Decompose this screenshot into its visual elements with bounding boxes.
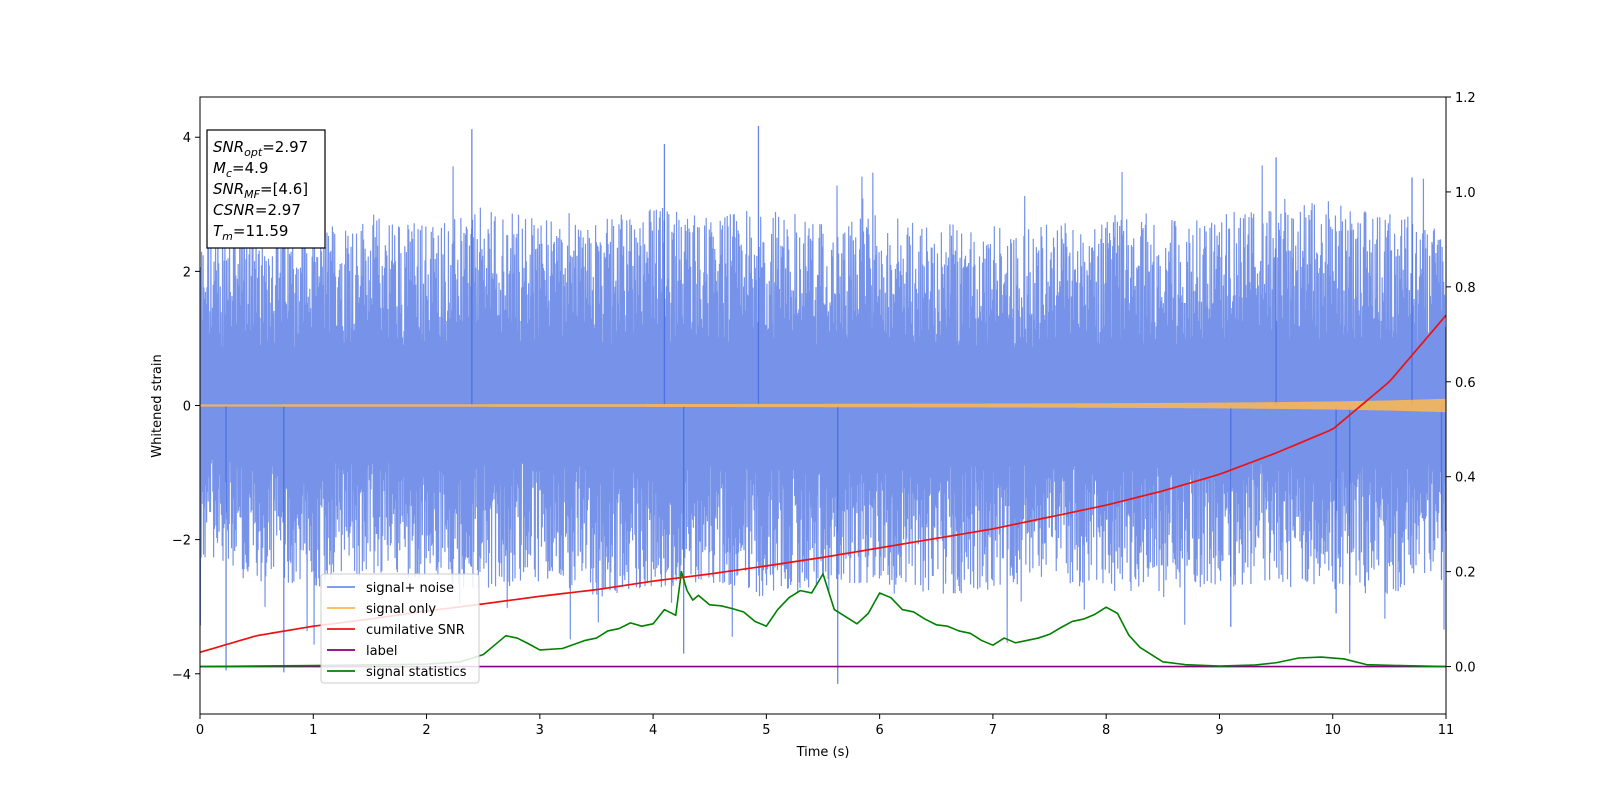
annotation-frame [206,129,326,249]
x-tick-label: 2 [422,723,430,738]
x-tick-label: 0 [196,723,204,738]
series-signal-noise-line [200,165,1446,645]
y-right-tick-label: 1.0 [1455,186,1476,201]
annotation-line: SNRopt=2.97 [213,138,308,159]
x-tick-label: 10 [1324,723,1341,738]
x-tick-label: 6 [875,723,883,738]
y-left-tick-label: 0 [183,400,191,415]
x-tick-label: 9 [1215,723,1223,738]
series-signal-statistics-line [200,570,1446,668]
legend-label: signal statistics [366,665,467,680]
legend-label: signal only [366,602,436,617]
series-signal-only-line [200,398,1446,413]
y-left-tick-label: 2 [183,265,191,280]
y-right-tick-label: 0.6 [1455,376,1476,391]
y-left-tick-label: −4 [172,668,191,683]
y-right-tick-label: 0.4 [1455,471,1476,486]
x-tick-label: 8 [1102,723,1110,738]
legend-item: signal only [327,602,436,617]
annotation-line: Mc=4.9 [213,159,268,180]
y-right-tick-label: 1.2 [1455,91,1476,106]
annotation-line: CSNR=2.97 [213,201,301,219]
x-tick-label: 4 [649,723,657,738]
y-left-tick-label: 4 [183,131,191,146]
y-right-tick-label: 0.0 [1455,661,1476,676]
y-right-tick-label: 0.2 [1455,566,1476,581]
y-axis-label: Whitened strain [150,354,165,457]
legend-label: cumilative SNR [366,623,465,638]
legend: signal+ noise signal only cumilative SNR la… [320,573,480,684]
y-right-tick-label: 0.8 [1455,281,1476,296]
ticks-layer: 0 1 2 3 4 5 6 7 8 9 10 11 −4 −2 0 2 4 0.0 0.2 0.4 0.6 0.8 1.0 1… [172,91,1476,738]
x-tick-label: 7 [989,723,997,738]
annotation-line: Tm=11.59 [213,222,288,243]
x-tick-label: 1 [309,723,317,738]
legend-label: label [366,644,397,659]
legend-item: signal statistics [327,665,467,680]
legend-frame [320,573,480,684]
annotation-line: SNRMF=[4.6] [213,180,308,201]
x-tick-label: 11 [1438,723,1455,738]
legend-item: signal+ noise [327,581,454,596]
x-axis-label: Time (s) [796,745,850,760]
x-tick-label: 3 [536,723,544,738]
y-left-tick-label: −2 [172,534,191,549]
legend-item: label [327,644,397,659]
x-tick-label: 5 [762,723,770,738]
legend-label: signal+ noise [366,581,454,596]
legend-item: cumilative SNR [327,623,465,638]
